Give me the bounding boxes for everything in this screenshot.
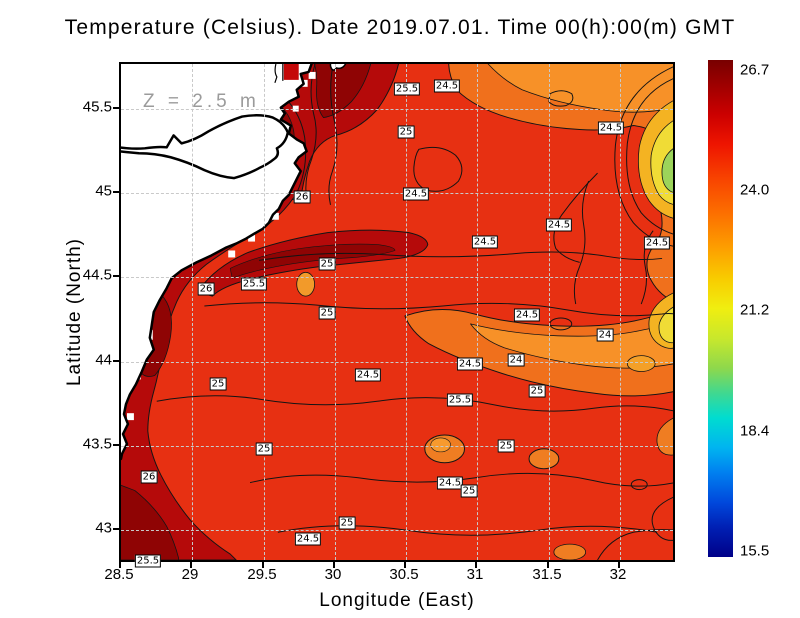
contour-label: 24.5 [545,218,573,232]
y-tick-label: 45.5 [82,98,112,116]
contour-label: 24 [507,353,525,367]
contour-label: 25.5 [446,393,474,407]
contour-label: 24.5 [643,236,671,250]
x-tick-label: 30.5 [389,566,419,583]
y-tick-label: 44.5 [82,266,112,284]
contour-label: 24.5 [597,121,625,135]
contour-label: 25.5 [134,554,162,568]
contour-label: 26 [140,470,158,484]
y-tick-mark [113,444,119,446]
contour-label: 24.5 [436,476,464,490]
y-tick-mark [113,107,119,109]
contour-label: 25 [528,384,546,398]
temperature-map [121,64,673,560]
x-tick-mark [404,562,406,568]
x-tick-label: 31.5 [532,566,562,583]
land-polygon [121,64,313,461]
contour-label: 25 [255,442,273,456]
contour-label: 25 [397,125,415,139]
x-tick-mark [119,562,121,568]
contour-label: 26 [293,190,311,204]
x-tick-mark [262,562,264,568]
x-tick-mark [190,562,192,568]
contour-label: 24.5 [456,357,484,371]
colorbar-tick-label: 18.4 [740,422,770,440]
map-plot-area: Z = 2.5 m 25.5 24.5 25 24.5 26 24.5 24.5 24.5 24… [119,62,675,568]
contour-label: 25 [338,516,356,530]
contour-lines [156,64,673,560]
contour-label: 25 [460,484,478,498]
depth-annotation: Z = 2.5 m [143,91,260,112]
contour-label: 24.5 [513,308,541,322]
danube-delta-detail [274,64,347,84]
x-tick-label: 31 [466,566,484,583]
colorbar-tick-label: 21.2 [740,301,770,319]
contour-label: 24.5 [294,532,322,546]
x-tick-label: 29 [181,566,199,583]
contour-label: 24.5 [471,235,499,249]
x-tick-mark [618,562,620,568]
y-tick-mark [113,360,119,362]
colorbar-tick-label: 24.0 [740,181,770,199]
y-tick-label: 44 [95,351,112,369]
x-tick-mark [333,562,335,568]
contour-label: 25.5 [393,82,421,96]
y-tick-mark [113,191,119,193]
x-tick-label: 32 [609,566,627,583]
contour-label: 25 [209,377,227,391]
contour-label: 24.5 [354,368,382,382]
contour-label: 25 [318,257,336,271]
y-tick-mark [113,528,119,530]
plot-title: Temperature (Celsius). Date 2019.07.01. … [64,16,736,39]
contour-label: 24 [596,328,614,342]
colorbar-tick-label: 15.5 [740,542,770,560]
y-tick-label: 43 [95,519,112,537]
x-tick-label: 28.5 [104,566,134,583]
x-tick-label: 29.5 [247,566,277,583]
contour-label: 24.5 [433,79,461,93]
y-tick-label: 43.5 [82,435,112,453]
x-tick-mark [547,562,549,568]
colorbar-tick-label: 26.7 [740,61,770,79]
colorbar [708,60,733,557]
x-tick-label: 30 [324,566,342,583]
lagoon-coastline [121,114,290,180]
contour-label: 26 [197,282,215,296]
contour-label: 24.5 [402,187,430,201]
x-tick-mark [475,562,477,568]
y-tick-label: 45 [95,182,112,200]
contour-label: 25 [318,306,336,320]
contour-label: 25.5 [240,277,268,291]
x-axis-title: Longitude (East) [319,590,475,611]
y-tick-mark [113,275,119,277]
contour-label: 25 [497,439,515,453]
